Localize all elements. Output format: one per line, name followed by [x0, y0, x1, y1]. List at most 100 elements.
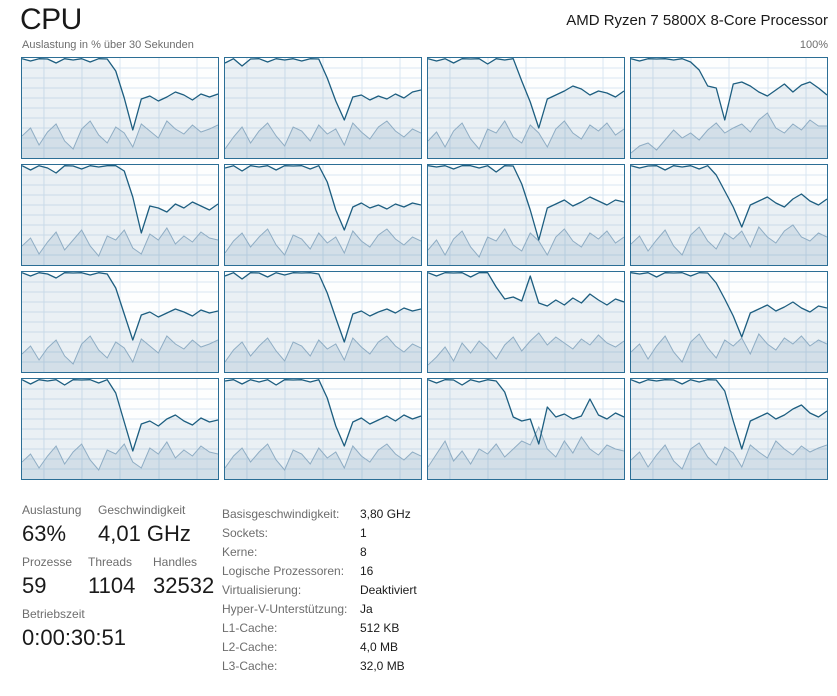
cpu-core-graph-2[interactable]: [224, 57, 422, 159]
cpu-details-list: Basisgeschwindigkeit: 3,80 GHz Sockets: 1 Ke…: [222, 505, 522, 676]
kernel-times-line: [428, 333, 624, 365]
cpu-core-graph-8[interactable]: [630, 164, 828, 266]
cpu-core-graph-14[interactable]: [224, 378, 422, 480]
kernel-times-area: [631, 441, 827, 479]
kernel-times-area: [225, 121, 421, 158]
detail-row: L1-Cache: 512 KB: [222, 619, 522, 638]
detail-value: 3,80 GHz: [360, 507, 411, 521]
detail-label: Kerne:: [222, 545, 258, 559]
cpu-core-graph-16[interactable]: [630, 378, 828, 480]
detail-label: Sockets:: [222, 526, 269, 540]
kernel-times-line: [22, 121, 218, 149]
detail-row: L3-Cache: 32,0 MB: [222, 657, 522, 676]
kernel-times-line: [225, 444, 421, 470]
detail-row: Virtualisierung: Deaktiviert: [222, 581, 522, 600]
detail-row: Logische Prozessoren: 16: [222, 562, 522, 581]
detail-value: 32,0 MB: [360, 659, 405, 673]
kernel-times-area: [428, 427, 624, 479]
utilization-area: [428, 165, 624, 265]
stat-auslastung: Auslastung 63%: [22, 503, 81, 547]
kernel-times-line: [22, 442, 218, 470]
kernel-times-line: [428, 121, 624, 149]
kernel-times-line: [631, 225, 827, 255]
kernel-times-line: [631, 441, 827, 469]
stat-label: Threads: [88, 555, 133, 569]
utilization-line: [631, 166, 827, 227]
page-title: CPU: [20, 3, 82, 36]
kernel-times-line: [631, 334, 827, 362]
detail-row: Kerne: 8: [222, 543, 522, 562]
kernel-times-area: [22, 228, 218, 265]
processor-name: AMD Ryzen 7 5800X 8-Core Processor: [566, 12, 828, 29]
kernel-times-area: [22, 336, 218, 372]
detail-row: L2-Cache: 4,0 MB: [222, 638, 522, 657]
detail-value: 8: [360, 545, 367, 559]
stat-value: 0:00:30:51: [22, 625, 126, 650]
cpu-core-graph-15[interactable]: [427, 378, 625, 480]
utilization-line: [631, 59, 827, 120]
utilization-line: [428, 273, 624, 306]
utilization-line: [225, 166, 421, 230]
detail-value: 512 KB: [360, 621, 400, 635]
stat-value: 4,01 GHz: [98, 521, 191, 546]
utilization-area: [428, 379, 624, 479]
stat-value: 63%: [22, 521, 67, 546]
detail-label: L3-Cache:: [222, 659, 278, 673]
cpu-core-graph-7[interactable]: [427, 164, 625, 266]
utilization-line: [428, 380, 624, 444]
stat-label: Handles: [153, 555, 198, 569]
cpu-core-graph-13[interactable]: [21, 378, 219, 480]
stat-value: 1104: [88, 573, 136, 598]
cpu-core-graph-9[interactable]: [21, 271, 219, 373]
kernel-times-line: [225, 336, 421, 362]
detail-value: Ja: [360, 602, 373, 616]
detail-label: Virtualisierung:: [222, 583, 302, 597]
utilization-line: [225, 380, 421, 446]
kernel-times-area: [428, 229, 624, 265]
utilization-line: [631, 380, 827, 449]
stat-label: Auslastung: [22, 503, 82, 517]
kernel-times-line: [22, 228, 218, 256]
kernel-times-area: [225, 444, 421, 479]
kernel-times-area: [631, 334, 827, 372]
kernel-times-line: [22, 336, 218, 364]
kernel-times-area: [631, 113, 827, 158]
cpu-core-graph-3[interactable]: [427, 57, 625, 159]
detail-row: Hyper-V-Unterstützung: Ja: [222, 600, 522, 619]
cpu-core-graph-10[interactable]: [224, 271, 422, 373]
stat-label: Geschwindigkeit: [98, 503, 186, 517]
cpu-core-graph-12[interactable]: [630, 271, 828, 373]
detail-row: Basisgeschwindigkeit: 3,80 GHz: [222, 505, 522, 524]
detail-value: 16: [360, 564, 374, 578]
detail-value: 1: [360, 526, 367, 540]
detail-label: L2-Cache:: [222, 640, 278, 654]
utilization-area: [225, 379, 421, 479]
cpu-core-graph-11[interactable]: [427, 271, 625, 373]
cpu-core-graph-6[interactable]: [224, 164, 422, 266]
utilization-area: [428, 58, 624, 158]
utilization-area: [22, 58, 218, 158]
utilization-line: [22, 273, 218, 340]
stat-label: Betriebszeit: [22, 607, 85, 621]
detail-value: Deaktiviert: [360, 583, 417, 597]
cpu-core-graph-4[interactable]: [630, 57, 828, 159]
utilization-area: [22, 272, 218, 372]
detail-value: 4,0 MB: [360, 640, 399, 654]
kernel-times-area: [428, 121, 624, 158]
stat-geschwindigkeit: Geschwindigkeit 4,01 GHz: [98, 503, 191, 547]
kernel-times-area: [631, 225, 827, 265]
cpu-core-graph-1[interactable]: [21, 57, 219, 159]
stat-handles: Handles 32532: [153, 555, 214, 599]
stat-value: 32532: [153, 573, 215, 598]
graph-caption-utilization: Auslastung in % über 30 Sekunden: [22, 39, 194, 51]
detail-label: Logische Prozessoren:: [222, 564, 345, 578]
utilization-line: [22, 166, 218, 233]
cpu-core-graph-5[interactable]: [21, 164, 219, 266]
detail-row: Sockets: 1: [222, 524, 522, 543]
utilization-area: [22, 165, 218, 265]
kernel-times-line: [428, 427, 624, 467]
stat-prozesse: Prozesse 59: [22, 555, 72, 599]
utilization-area: [631, 58, 827, 158]
kernel-times-area: [428, 333, 624, 372]
